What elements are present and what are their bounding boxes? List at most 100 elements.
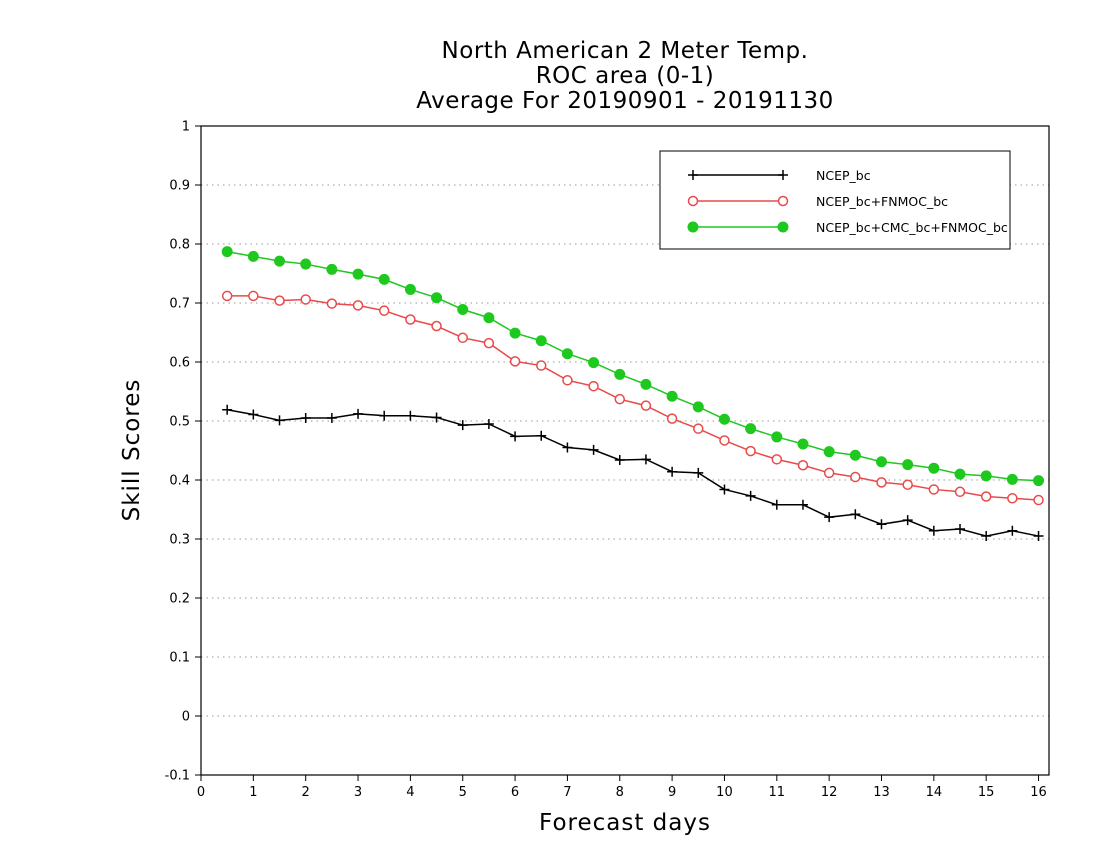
data-point bbox=[353, 408, 364, 419]
data-point bbox=[1033, 531, 1044, 542]
legend-marker bbox=[777, 221, 789, 233]
legend-label: NCEP_bc+CMC_bc+FNMOC_bc bbox=[816, 220, 1008, 235]
legend: NCEP_bc NCEP_bc+FNMOC_bc NCEP_bc+CMC_bc+FN… bbox=[659, 150, 1011, 250]
data-point bbox=[1033, 494, 1044, 506]
data-point bbox=[300, 294, 311, 305]
data-point bbox=[535, 335, 547, 347]
series-line bbox=[227, 295, 1039, 501]
data-point bbox=[849, 449, 861, 461]
legend-marker bbox=[688, 170, 698, 180]
x-tick-label: 12 bbox=[821, 785, 838, 800]
series-0 bbox=[222, 404, 1044, 542]
chart-title-line-1: North American 2 Meter Temp. bbox=[441, 38, 809, 64]
data-point bbox=[588, 357, 600, 369]
legend-marker bbox=[687, 195, 699, 207]
y-tick-label: 0.7 bbox=[169, 297, 190, 312]
y-tick-label: 0.6 bbox=[169, 356, 190, 371]
data-point bbox=[274, 255, 286, 267]
y-tick-label: 0.1 bbox=[169, 651, 190, 666]
data-point bbox=[405, 410, 416, 421]
data-point bbox=[431, 292, 443, 304]
data-point bbox=[902, 515, 913, 526]
data-point bbox=[326, 263, 338, 275]
data-point bbox=[247, 250, 259, 262]
data-point bbox=[457, 420, 468, 431]
data-point bbox=[404, 283, 416, 295]
data-point bbox=[431, 320, 442, 332]
legend-marker bbox=[778, 170, 788, 180]
data-point bbox=[562, 442, 573, 453]
data-point bbox=[326, 413, 337, 424]
data-point bbox=[823, 467, 835, 479]
data-point bbox=[875, 456, 887, 468]
data-point bbox=[561, 348, 573, 360]
data-point bbox=[955, 523, 966, 534]
data-point bbox=[248, 290, 259, 302]
data-point bbox=[745, 423, 757, 435]
y-tick-label: 1 bbox=[182, 120, 190, 135]
data-point bbox=[221, 246, 233, 258]
data-point bbox=[980, 470, 992, 482]
data-point bbox=[719, 435, 730, 446]
data-point bbox=[718, 413, 730, 425]
data-point bbox=[378, 305, 390, 316]
y-tick-label: 0.5 bbox=[169, 415, 190, 430]
data-point bbox=[902, 479, 913, 490]
chart-title-line-3: Average For 20190901 - 20191130 bbox=[416, 88, 834, 114]
data-point bbox=[483, 418, 494, 429]
data-point bbox=[876, 477, 887, 488]
x-tick-label: 9 bbox=[668, 785, 676, 800]
data-point bbox=[850, 509, 861, 520]
y-tick-label: -0.1 bbox=[165, 769, 190, 784]
data-point bbox=[640, 378, 652, 390]
data-point bbox=[483, 337, 495, 349]
x-tick-label: 11 bbox=[769, 785, 786, 800]
data-point bbox=[719, 484, 730, 495]
data-point bbox=[666, 413, 678, 424]
data-point bbox=[300, 258, 312, 270]
data-point bbox=[640, 454, 651, 465]
data-point bbox=[1007, 493, 1018, 504]
grid-lines bbox=[201, 184, 1049, 717]
axis-ticks: -0.100.10.20.30.40.50.60.70.80.910 1 2 3 4 5 6… bbox=[165, 120, 1047, 801]
legend-box bbox=[659, 150, 1011, 250]
data-point bbox=[588, 444, 599, 455]
data-point bbox=[823, 446, 835, 458]
data-point bbox=[745, 445, 756, 457]
y-tick-label: 0.2 bbox=[169, 592, 190, 607]
data-point bbox=[928, 462, 940, 474]
data-point bbox=[221, 290, 233, 302]
data-point bbox=[797, 438, 809, 450]
data-point bbox=[326, 298, 338, 309]
data-point bbox=[535, 360, 547, 371]
x-tick-label: 0 bbox=[197, 785, 205, 800]
legend-label: NCEP_bc bbox=[816, 168, 871, 183]
x-tick-label: 7 bbox=[563, 785, 571, 800]
data-point bbox=[379, 410, 390, 421]
data-point bbox=[509, 356, 521, 367]
legend-label: NCEP_bc+FNMOC_bc bbox=[816, 194, 948, 209]
series-2 bbox=[221, 246, 1045, 487]
data-point bbox=[876, 519, 887, 530]
series-line bbox=[227, 409, 1039, 537]
data-point bbox=[457, 303, 469, 315]
data-point bbox=[352, 268, 364, 280]
data-point bbox=[300, 413, 311, 424]
x-tick-label: 4 bbox=[406, 785, 414, 800]
x-tick-label: 2 bbox=[302, 785, 310, 800]
legend-marker bbox=[687, 221, 699, 233]
data-point bbox=[902, 459, 914, 471]
x-tick-label: 15 bbox=[978, 785, 995, 800]
data-point bbox=[954, 468, 966, 480]
data-point bbox=[614, 368, 626, 380]
data-point bbox=[378, 273, 390, 285]
data-point bbox=[222, 404, 233, 415]
data-point bbox=[824, 512, 835, 523]
data-point bbox=[797, 499, 808, 510]
data-point bbox=[640, 400, 652, 411]
data-point bbox=[405, 314, 416, 325]
x-axis-label: Forecast days bbox=[539, 810, 711, 836]
data-point bbox=[536, 430, 547, 441]
data-point bbox=[771, 454, 783, 465]
